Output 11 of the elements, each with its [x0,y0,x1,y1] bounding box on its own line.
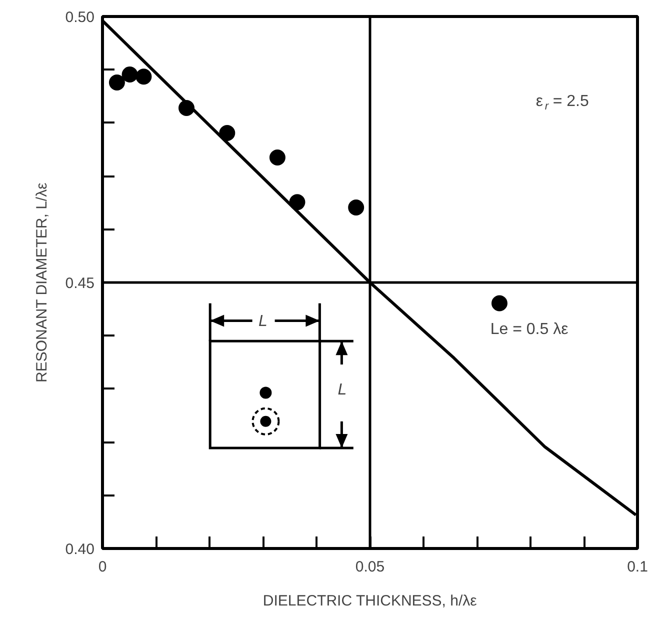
x-tick-label: 0 [98,558,107,576]
x-axis-title: DIELECTRIC THICKNESS, h/λε [262,592,478,610]
annotation: L [338,381,347,398]
y-tick-label: 0.45 [65,275,95,292]
annotation: L [258,312,268,330]
annotation: Le = 0.5 λε [490,320,568,338]
x-tick-label: 0.05 [355,558,385,576]
y-tick-label: 0.40 [65,541,95,558]
y-tick-label: 0.50 [65,9,95,26]
y-axis-title: RESONANT DIAMETER, L/λε [33,182,50,383]
x-tick-label: 0.1 [627,558,648,576]
